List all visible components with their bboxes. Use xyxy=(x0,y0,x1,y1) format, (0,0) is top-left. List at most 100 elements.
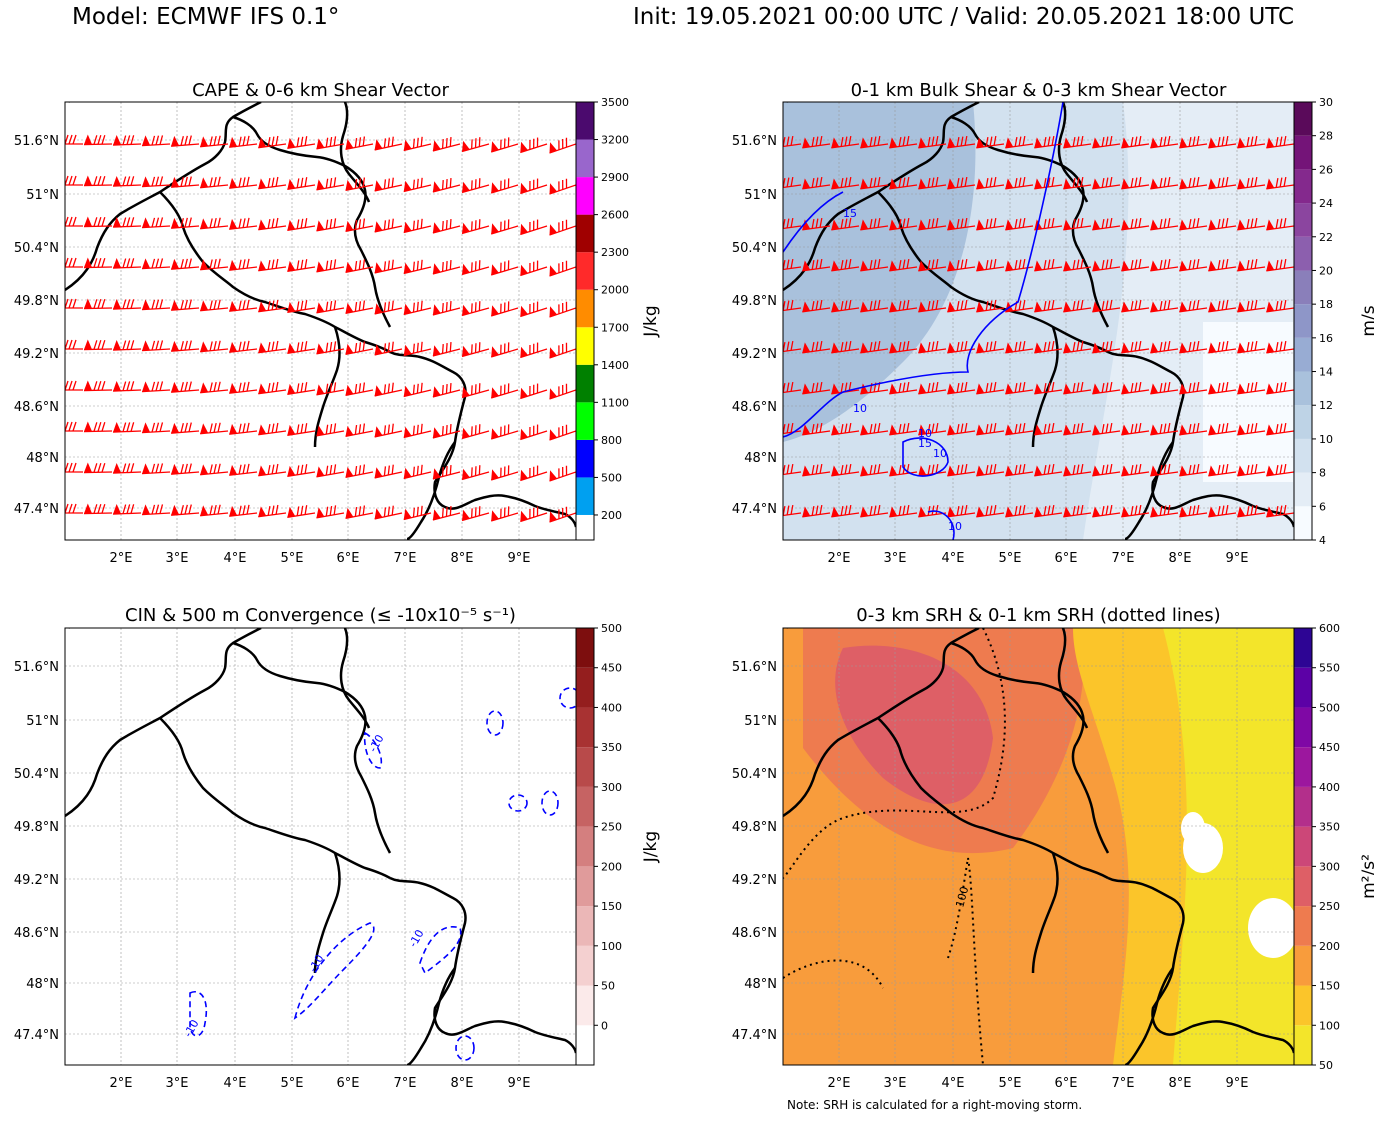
wind-barb xyxy=(1150,258,1179,272)
barb-flag xyxy=(1063,301,1072,312)
barb-tick xyxy=(844,423,848,434)
barb-flag xyxy=(403,467,412,479)
barb-tick xyxy=(1279,300,1283,311)
wind-barb xyxy=(142,299,171,311)
barb-flag xyxy=(258,260,267,271)
colorbar-tick-label: 20 xyxy=(1319,264,1333,277)
barb-tick xyxy=(441,384,444,395)
wind-barb xyxy=(802,381,831,395)
barb-tick xyxy=(1283,299,1287,310)
barb-flag xyxy=(113,216,122,228)
barb-tick xyxy=(1043,547,1047,556)
barb-flag xyxy=(345,343,354,355)
barb-flag xyxy=(1266,506,1275,517)
barb-tick xyxy=(1134,259,1138,270)
barb-tick xyxy=(1076,505,1080,516)
barb-tick xyxy=(93,299,98,309)
barb-flag xyxy=(345,220,354,232)
barb-tick xyxy=(471,262,473,272)
barb-flag xyxy=(802,506,811,517)
barb-tick xyxy=(1018,464,1022,475)
wind-barb xyxy=(918,463,947,477)
barb-tick xyxy=(1246,424,1250,434)
barb-tick xyxy=(271,300,275,311)
barb-flag xyxy=(1237,219,1246,230)
barb-tick xyxy=(1138,176,1142,187)
barb-flag xyxy=(1150,342,1159,353)
barb-tick xyxy=(122,422,127,432)
barb-tick xyxy=(416,465,419,476)
colorbar-bin xyxy=(1294,135,1312,170)
barb-tick xyxy=(811,547,815,556)
barb-flag xyxy=(229,300,238,312)
barb-tick xyxy=(562,221,564,231)
barb-tick xyxy=(122,217,127,227)
panel-title: 0-3 km SRH & 0-1 km SRH (dotted lines) xyxy=(856,605,1220,626)
barb-shaft xyxy=(947,225,976,231)
barb-shaft xyxy=(316,512,345,519)
barb-tick xyxy=(1159,506,1163,516)
barb-flag xyxy=(1121,383,1130,394)
barb-shaft xyxy=(549,471,576,482)
wind-barb xyxy=(1266,135,1294,149)
wind-barb xyxy=(1034,258,1063,272)
barb-tick xyxy=(155,176,160,186)
barb-tick xyxy=(964,176,968,187)
barb-flag xyxy=(462,140,470,152)
barb-tick xyxy=(1130,383,1134,393)
barb-tick xyxy=(412,220,415,231)
barb-tick xyxy=(906,381,910,392)
barb-tick xyxy=(1192,300,1196,311)
barb-tick xyxy=(151,176,156,187)
wind-barb xyxy=(142,422,171,434)
wind-barb xyxy=(490,342,519,358)
barb-tick xyxy=(1076,423,1080,434)
wind-barb xyxy=(1179,135,1208,149)
barb-tick xyxy=(304,136,308,146)
contour-10 xyxy=(902,437,949,477)
barb-tick xyxy=(786,218,790,229)
barb-shaft xyxy=(1092,266,1121,272)
barb-tick xyxy=(1279,341,1283,352)
barb-tick xyxy=(354,383,358,394)
barb-flag xyxy=(1063,383,1072,394)
barb-tick xyxy=(441,507,444,518)
barb-tick xyxy=(1101,424,1105,434)
barb-tick xyxy=(304,546,308,555)
colorbar-bin xyxy=(576,628,594,668)
barb-tick xyxy=(844,505,848,516)
colorbar-tick-label: 350 xyxy=(601,741,622,754)
barb-tick xyxy=(1138,504,1142,515)
barb-tick xyxy=(1105,464,1109,475)
barb-flag xyxy=(860,219,869,230)
wind-barb xyxy=(316,177,345,191)
barb-flag xyxy=(947,506,956,517)
barb-tick xyxy=(97,422,102,432)
wind-barb xyxy=(1005,340,1034,354)
barb-tick xyxy=(151,258,156,269)
barb-tick xyxy=(956,137,960,147)
colorbar-label: m/s xyxy=(1359,305,1374,336)
colorbar-bin xyxy=(576,364,594,403)
barb-shaft xyxy=(1121,225,1150,231)
barb-flag xyxy=(84,462,93,473)
wind-barb xyxy=(1092,340,1121,354)
barb-tick xyxy=(416,342,419,353)
barb-tick xyxy=(1217,465,1221,475)
barb-tick xyxy=(1163,547,1167,556)
barb-tick xyxy=(180,382,184,392)
srh-gap xyxy=(1181,812,1205,844)
barb-flag xyxy=(491,223,499,235)
barb-tick xyxy=(412,466,415,477)
wind-barb xyxy=(1266,422,1294,436)
wind-barb xyxy=(802,299,831,313)
barb-tick xyxy=(531,549,537,558)
barb-tick xyxy=(819,546,823,555)
barb-tick xyxy=(877,504,881,515)
barb-tick xyxy=(989,423,993,434)
barb-shaft xyxy=(1150,512,1179,518)
wind-barb xyxy=(1121,340,1150,354)
barb-tick xyxy=(1134,341,1138,352)
barb-shaft xyxy=(1150,184,1179,190)
barb-tick xyxy=(1101,506,1105,516)
